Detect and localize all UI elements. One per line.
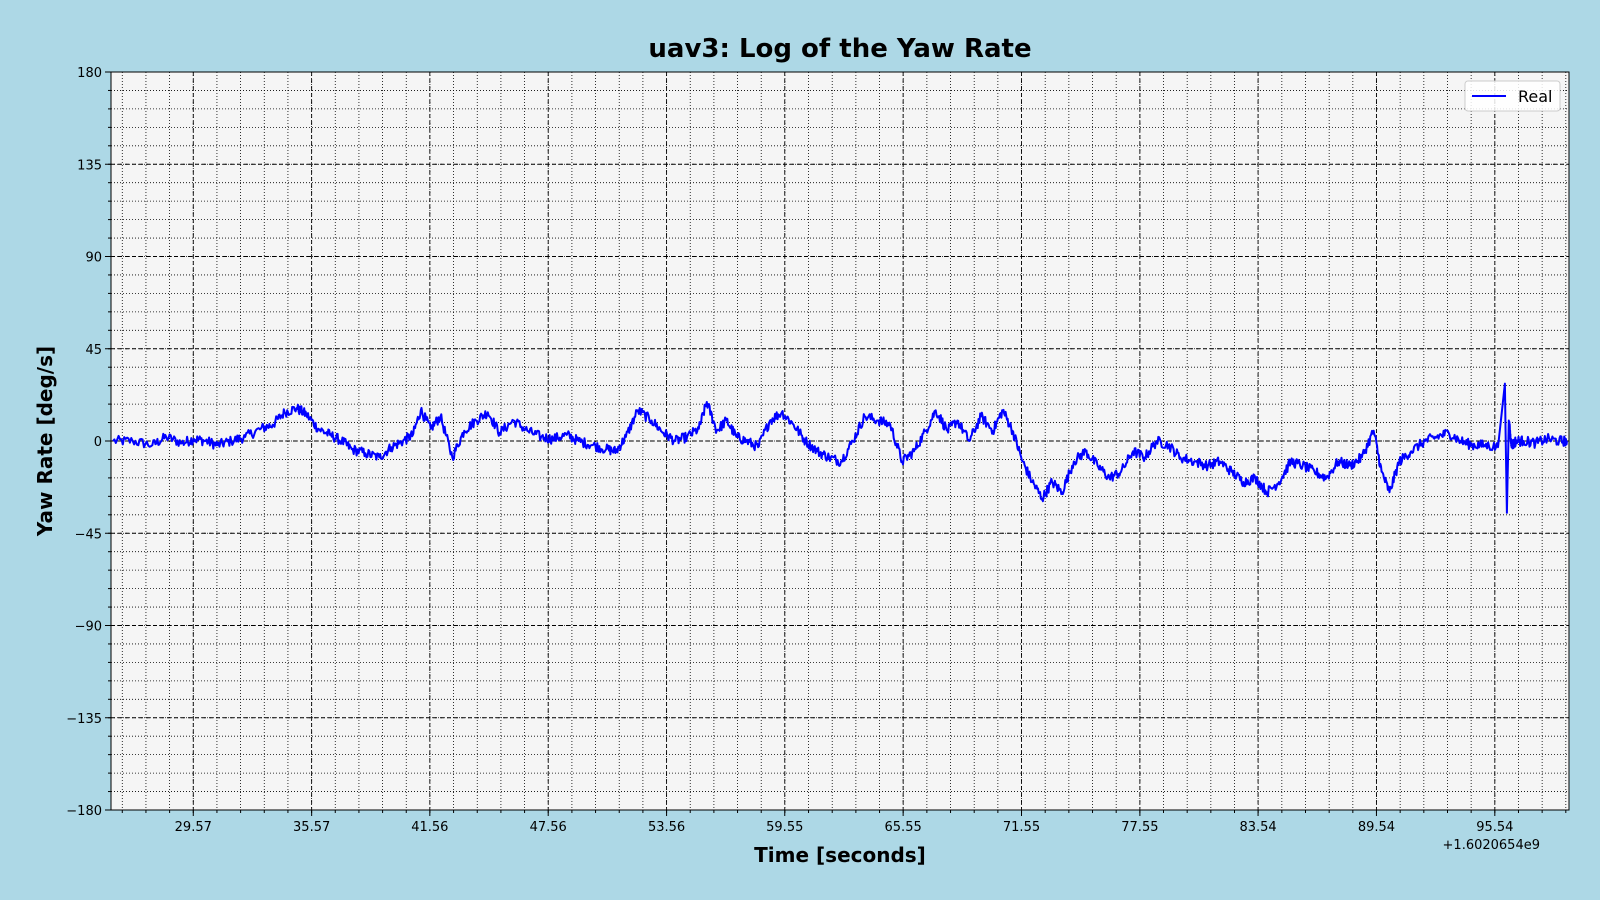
legend-box: [1464, 80, 1561, 112]
y-tick-label: 45: [85, 343, 102, 358]
y-tick-label: 180: [77, 66, 102, 81]
x-tick-label: 71.55: [1003, 820, 1040, 835]
y-tick-label: −180: [66, 804, 102, 819]
x-axis-ticks: 29.57 35.57 41.56 47.56 53.56 59.55 65.55 71.55…: [121, 810, 1567, 835]
x-tick-label: 29.57: [175, 820, 212, 835]
y-tick-label: 135: [77, 158, 102, 173]
y-tick-label: −45: [75, 527, 102, 542]
x-tick-label: 35.57: [293, 820, 330, 835]
y-tick-label: 90: [85, 251, 102, 266]
x-tick-label: 89.54: [1358, 820, 1395, 835]
x-tick-label: 95.54: [1476, 820, 1513, 835]
x-tick-label: 83.54: [1239, 820, 1276, 835]
y-tick-label: −135: [66, 712, 102, 727]
legend: Real: [1464, 80, 1561, 112]
x-axis-label: Time [seconds]: [754, 843, 926, 867]
y-axis-label: Yaw Rate [deg/s]: [33, 346, 57, 537]
chart-title: uav3: Log of the Yaw Rate: [648, 34, 1031, 64]
x-tick-label: 41.56: [411, 820, 448, 835]
x-tick-label: 65.55: [885, 820, 922, 835]
x-tick-label: 59.55: [766, 820, 803, 835]
y-axis-ticks: −180 −135 −90 −45 0 45 90 135 180: [66, 66, 111, 819]
y-tick-label: −90: [75, 620, 102, 635]
x-tick-label: 53.56: [648, 820, 685, 835]
legend-label-real: Real: [1518, 87, 1553, 106]
x-tick-label: 47.56: [530, 820, 567, 835]
x-tick-label: 77.55: [1121, 820, 1158, 835]
x-offset-label: +1.6020654e9: [1443, 838, 1540, 853]
y-tick-label: 0: [94, 435, 102, 450]
series-line-real: [112, 382, 1568, 514]
